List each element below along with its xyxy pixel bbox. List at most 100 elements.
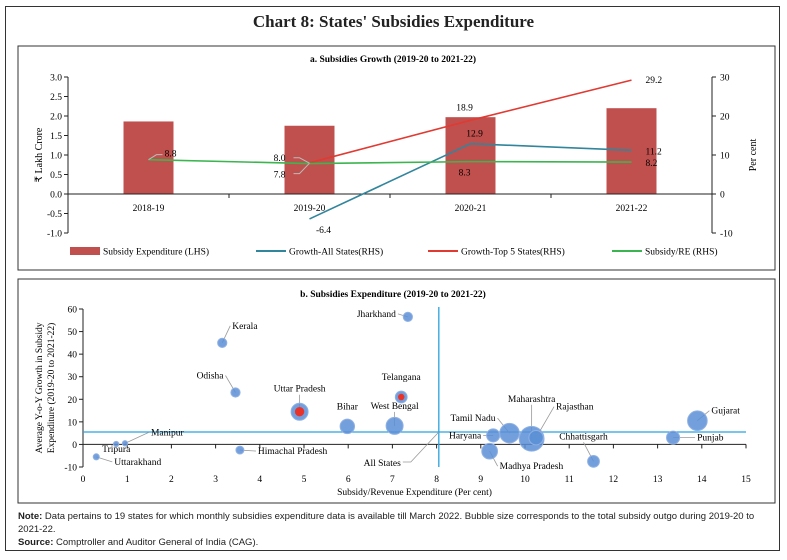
bubble-kerala [217, 337, 228, 348]
note: Note: Data pertains to 19 states for whi… [18, 510, 773, 536]
leader-line [293, 157, 310, 164]
note-label: Note: [18, 511, 43, 522]
panel-b-frame [17, 278, 776, 504]
point-label: Haryana [449, 431, 482, 441]
data-label: -6.4 [316, 226, 331, 236]
legend-subsidy-expenditure-swatch [70, 247, 100, 255]
point-label: West Bengal [371, 402, 419, 412]
point-label: Telangana [382, 373, 422, 383]
x-tick-label: 10 [520, 475, 530, 485]
source-label: Source: [18, 537, 54, 548]
x-tick-label: 0 [81, 475, 86, 485]
data-label: 8.2 [646, 159, 658, 169]
data-label: 8.3 [459, 169, 471, 179]
point-label: Tamil Nadu [451, 414, 496, 424]
point-label: Kerala [232, 322, 258, 332]
x-tick-label: 1 [125, 475, 130, 485]
x-tick-label: 13 [653, 475, 663, 485]
y-tick-label-left: -0.5 [47, 210, 62, 220]
x-tick-label: 9 [478, 475, 483, 485]
panel-b-title: b. Subsidies Expenditure (2019-20 to 202… [300, 289, 486, 300]
point-label: Madhya Pradesh [500, 462, 564, 472]
bubble-himachal-pradesh [235, 445, 245, 455]
legend-growth-all-states: Growth-All States(RHS) [289, 247, 383, 258]
y-tick-label: -10 [64, 464, 77, 474]
bar-2019-20 [284, 125, 335, 194]
panel-a-title: a. Subsidies Growth (2019-20 to 2021-22) [310, 54, 476, 65]
panel-b: b. Subsidies Expenditure (2019-20 to 202… [35, 289, 751, 498]
bubble-highlight [294, 407, 305, 417]
x-tick-label: 2021-22 [616, 204, 648, 214]
point-label: Rajasthan [556, 403, 594, 413]
bubble-gujarat [687, 410, 708, 432]
point-label: Himachal Pradesh [258, 447, 328, 457]
data-label: 12.9 [466, 130, 483, 140]
y-tick-label-left: 0.0 [50, 191, 62, 201]
y-tick-label: 50 [68, 328, 78, 338]
panel-a: a. Subsidies Growth (2019-20 to 2021-22)… [34, 54, 759, 258]
x-tick-label: 2 [169, 475, 174, 485]
leader-line [148, 154, 163, 161]
data-label: 7.8 [274, 171, 286, 181]
y-tick-label: 60 [68, 306, 78, 316]
x-tick-label: 3 [213, 475, 218, 485]
note-text: Data pertains to 19 states for which mon… [18, 511, 755, 535]
x-tick-label: 12 [609, 475, 619, 485]
legend-subsidy-expenditure: Subsidy Expenditure (LHS) [103, 247, 209, 258]
x-tick-label: 2020-21 [455, 204, 487, 214]
x-tick-label: 7 [390, 475, 395, 485]
y-tick-label: 40 [68, 351, 78, 361]
x-tick-label: 4 [257, 475, 262, 485]
y-axis-label-line1: Average Y-o-Y Growth in Subsidy [35, 322, 45, 453]
y-tick-label-right: 0 [720, 191, 725, 201]
point-label: Maharashtra [508, 395, 556, 405]
bar-2021-22 [606, 108, 657, 194]
point-label: Chhattisgarh [559, 432, 608, 442]
y-tick-label-right: 30 [720, 74, 730, 84]
x-tick-label: 6 [346, 475, 351, 485]
y-axis-label-line2: Expenditure (2019-20 to 2021-22) [46, 323, 57, 454]
y-tick-label-left: 2.5 [50, 93, 62, 103]
panel-a-frame [17, 45, 776, 271]
point-label: Gujarat [711, 407, 740, 417]
bubble-punjab [666, 430, 681, 445]
data-label: 29.2 [646, 76, 663, 86]
y-tick-label-left: 0.5 [50, 171, 62, 181]
y-tick-label: 20 [68, 396, 78, 406]
point-label: Bihar [337, 402, 359, 412]
bubble-uttarakhand [92, 453, 100, 461]
leader-line [402, 431, 440, 463]
all-states-label: All States [364, 459, 402, 469]
y-tick-label-right: -10 [720, 230, 733, 240]
chart-title: Chart 8: States' Subsidies Expenditure [252, 12, 535, 31]
y-tick-label-left: 1.5 [50, 132, 62, 142]
line-growth-all-states [309, 142, 632, 220]
bubble-highlight [397, 393, 405, 401]
x-tick-label: 5 [302, 475, 307, 485]
legend-subsidy-re: Subsidy/RE (RHS) [645, 247, 718, 258]
data-label: 8.8 [165, 150, 177, 160]
y-axis-label-left: ₹ Lakh Crore [34, 127, 45, 182]
y-tick-label-right: 20 [720, 113, 730, 123]
source: Source: Comptroller and Auditor General … [18, 536, 773, 549]
data-label: 8.0 [274, 154, 286, 164]
bubble-manipur [121, 440, 129, 447]
y-axis-label-right: Per cent [748, 139, 759, 172]
x-axis-label: Subsidy/Revenue Expenditure (Per cent) [337, 487, 492, 498]
bubble-rajasthan [528, 429, 544, 446]
x-tick-label: 15 [741, 475, 751, 485]
chart-frame [5, 6, 780, 551]
bubble-tripura [113, 440, 120, 448]
line-growth-top5-states [309, 79, 632, 164]
bubble-west-bengal [385, 416, 404, 435]
x-tick-label: 14 [697, 475, 707, 485]
y-tick-label-left: -1.0 [47, 230, 62, 240]
y-tick-label-left: 1.0 [50, 152, 62, 162]
y-tick-label: 10 [68, 418, 78, 428]
point-label: Tripura [102, 445, 131, 455]
data-label: 11.2 [646, 147, 663, 157]
x-tick-label: 11 [565, 475, 574, 485]
data-label: 18.9 [456, 103, 473, 113]
bubble-tamil-nadu [499, 422, 520, 444]
